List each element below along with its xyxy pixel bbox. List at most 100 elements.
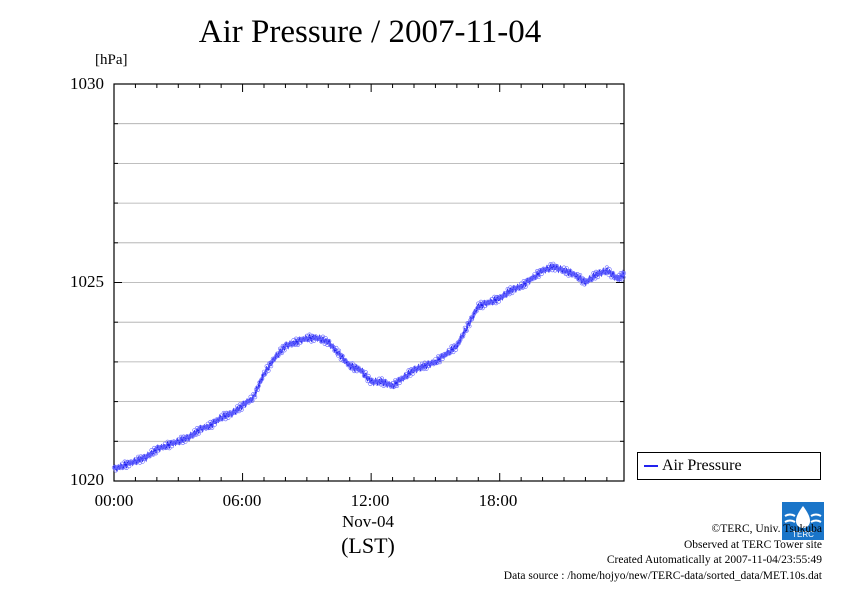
data-point	[208, 419, 213, 425]
data-point	[275, 351, 280, 356]
x-tick-label-1200: 12:00	[350, 491, 390, 510]
data-point	[311, 338, 317, 343]
data-point	[566, 273, 571, 278]
data-point	[278, 350, 284, 355]
data-point	[140, 459, 145, 464]
data-point	[395, 377, 401, 382]
data-point	[330, 344, 335, 349]
data-point	[352, 368, 357, 374]
data-point	[550, 268, 555, 273]
data-point	[568, 268, 573, 274]
data-point	[210, 425, 215, 430]
data-point	[279, 350, 285, 356]
data-point	[347, 361, 352, 366]
data-point	[346, 362, 351, 367]
data-point	[361, 369, 366, 374]
data-point	[344, 359, 349, 364]
data-point	[295, 342, 301, 348]
credit-source: Data source : /home/hojyo/new/TERC-data/…	[503, 569, 822, 582]
data-point	[397, 380, 402, 386]
data-point	[621, 275, 626, 280]
data-point	[239, 407, 244, 412]
legend: Air Pressure	[637, 452, 821, 480]
data-point	[435, 360, 440, 365]
data-point	[127, 464, 132, 469]
data-point	[123, 462, 128, 468]
data-point	[263, 370, 268, 375]
x-tick-label-1800: 18:00	[478, 491, 518, 510]
data-point	[196, 431, 201, 436]
data-point	[319, 339, 324, 344]
data-point	[464, 328, 469, 333]
data-point	[549, 266, 554, 271]
data-point	[578, 277, 584, 282]
data-point	[253, 387, 259, 393]
data-point	[368, 381, 373, 387]
data-point	[560, 269, 565, 274]
legend-label: Air Pressure	[662, 457, 742, 474]
data-point	[436, 354, 441, 359]
data-point	[443, 352, 448, 357]
data-point	[466, 321, 471, 326]
data-point	[327, 339, 332, 344]
data-point	[621, 271, 627, 276]
data-point	[411, 371, 416, 376]
data-point	[148, 452, 153, 457]
y-tick-label-1030: 1030	[70, 74, 104, 93]
data-point	[458, 337, 463, 342]
credit-created: Created Automatically at 2007-11-04/23:5…	[606, 554, 822, 566]
data-point	[582, 282, 587, 287]
data-point	[113, 468, 118, 473]
data-point	[251, 392, 256, 397]
data-point	[569, 271, 575, 277]
data-point	[167, 446, 172, 451]
data-point	[392, 384, 397, 389]
data-point	[217, 417, 222, 422]
data-point	[577, 277, 582, 282]
data-point	[489, 297, 494, 302]
data-point	[336, 348, 342, 353]
data-point	[191, 432, 196, 437]
data-point	[319, 338, 325, 343]
credits: ©TERC, Univ. Tsukuba Observed at TERC To…	[504, 522, 822, 584]
data-point	[152, 445, 157, 451]
data-point	[437, 360, 443, 365]
data-point	[575, 272, 580, 277]
data-point	[293, 342, 298, 347]
data-point	[561, 265, 567, 270]
data-point	[618, 276, 623, 282]
data-point	[207, 425, 212, 431]
data-point	[212, 422, 217, 427]
data-point	[393, 378, 398, 383]
data-point	[565, 269, 570, 274]
data-point	[548, 262, 553, 267]
data-point	[264, 364, 269, 369]
data-point	[258, 379, 263, 384]
data-point	[385, 382, 390, 387]
data-point	[215, 418, 220, 423]
data-point	[564, 266, 569, 271]
data-point	[304, 333, 310, 339]
data-point	[399, 375, 404, 380]
data-point	[605, 270, 610, 275]
data-point	[183, 439, 188, 444]
data-point	[536, 274, 542, 279]
data-point	[421, 366, 426, 372]
data-point	[259, 377, 264, 382]
axis-ticks	[113, 83, 624, 482]
data-point	[530, 277, 535, 282]
data-point	[610, 271, 616, 276]
data-point	[507, 292, 512, 297]
data-point	[453, 343, 458, 348]
data-point	[534, 274, 539, 280]
data-point	[607, 267, 612, 272]
data-point	[576, 277, 581, 282]
data-point	[211, 419, 216, 424]
data-point	[253, 395, 258, 400]
data-point	[424, 366, 429, 371]
data-point	[119, 461, 125, 466]
data-point	[298, 340, 303, 345]
credit-site: Observed at TERC Tower site	[683, 538, 822, 551]
data-point	[523, 284, 528, 289]
